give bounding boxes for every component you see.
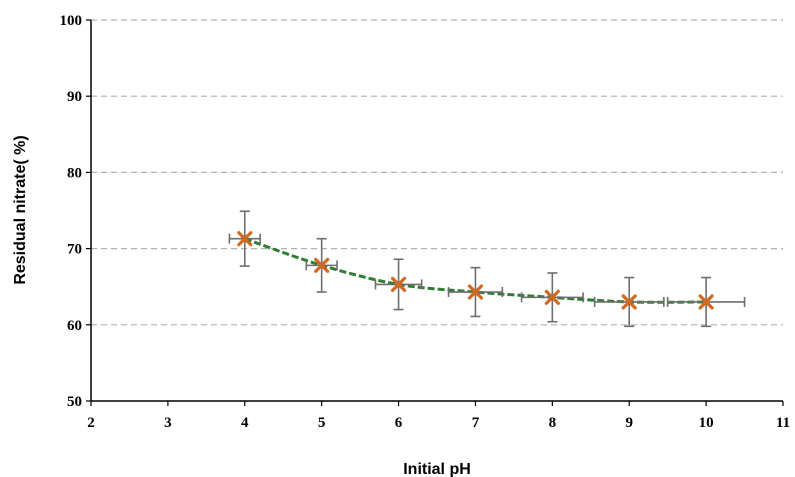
x-tick-label: 2	[87, 415, 95, 431]
axes	[86, 19, 784, 406]
marker-stroke	[698, 294, 714, 310]
x-tick-label: 6	[395, 415, 403, 431]
x-tick-label: 4	[241, 415, 249, 431]
x-tick-label: 3	[164, 415, 172, 431]
gridlines	[91, 19, 783, 326]
y-tick-label: 70	[67, 242, 82, 258]
y-axis-title: Residual nitrate( %)	[12, 135, 29, 284]
marker-stroke	[237, 231, 253, 247]
data-point	[698, 294, 714, 310]
error-bars	[228, 210, 746, 328]
marker-stroke	[467, 284, 484, 300]
marker-stroke	[621, 294, 637, 310]
tick-labels: 50 60 70 80 90 100 2 3 4 5 6 7 8 9 10 11	[60, 13, 791, 431]
marker-stroke	[314, 257, 330, 273]
x-tick-label: 10	[699, 415, 714, 431]
x-tick-label: 8	[549, 415, 557, 431]
x-tick-label: 9	[625, 415, 633, 431]
y-tick-label: 100	[60, 13, 83, 29]
x-tick-label: 7	[472, 415, 480, 431]
marker-stroke	[544, 289, 560, 305]
y-tick-label: 50	[67, 394, 82, 410]
data-point	[237, 231, 253, 247]
data-point	[467, 284, 484, 300]
data-point	[621, 294, 637, 310]
x-axis-title: Initial pH	[403, 461, 471, 477]
x-tick-label: 5	[318, 415, 326, 431]
data-point	[314, 257, 330, 273]
marker-stroke	[390, 276, 407, 293]
data-points	[237, 231, 714, 310]
x-tick-label: 11	[776, 415, 790, 431]
y-tick-label: 60	[67, 318, 82, 334]
y-tick-label: 80	[67, 165, 82, 181]
data-point	[390, 276, 407, 293]
y-tick-label: 90	[67, 89, 82, 105]
data-point	[544, 289, 560, 305]
